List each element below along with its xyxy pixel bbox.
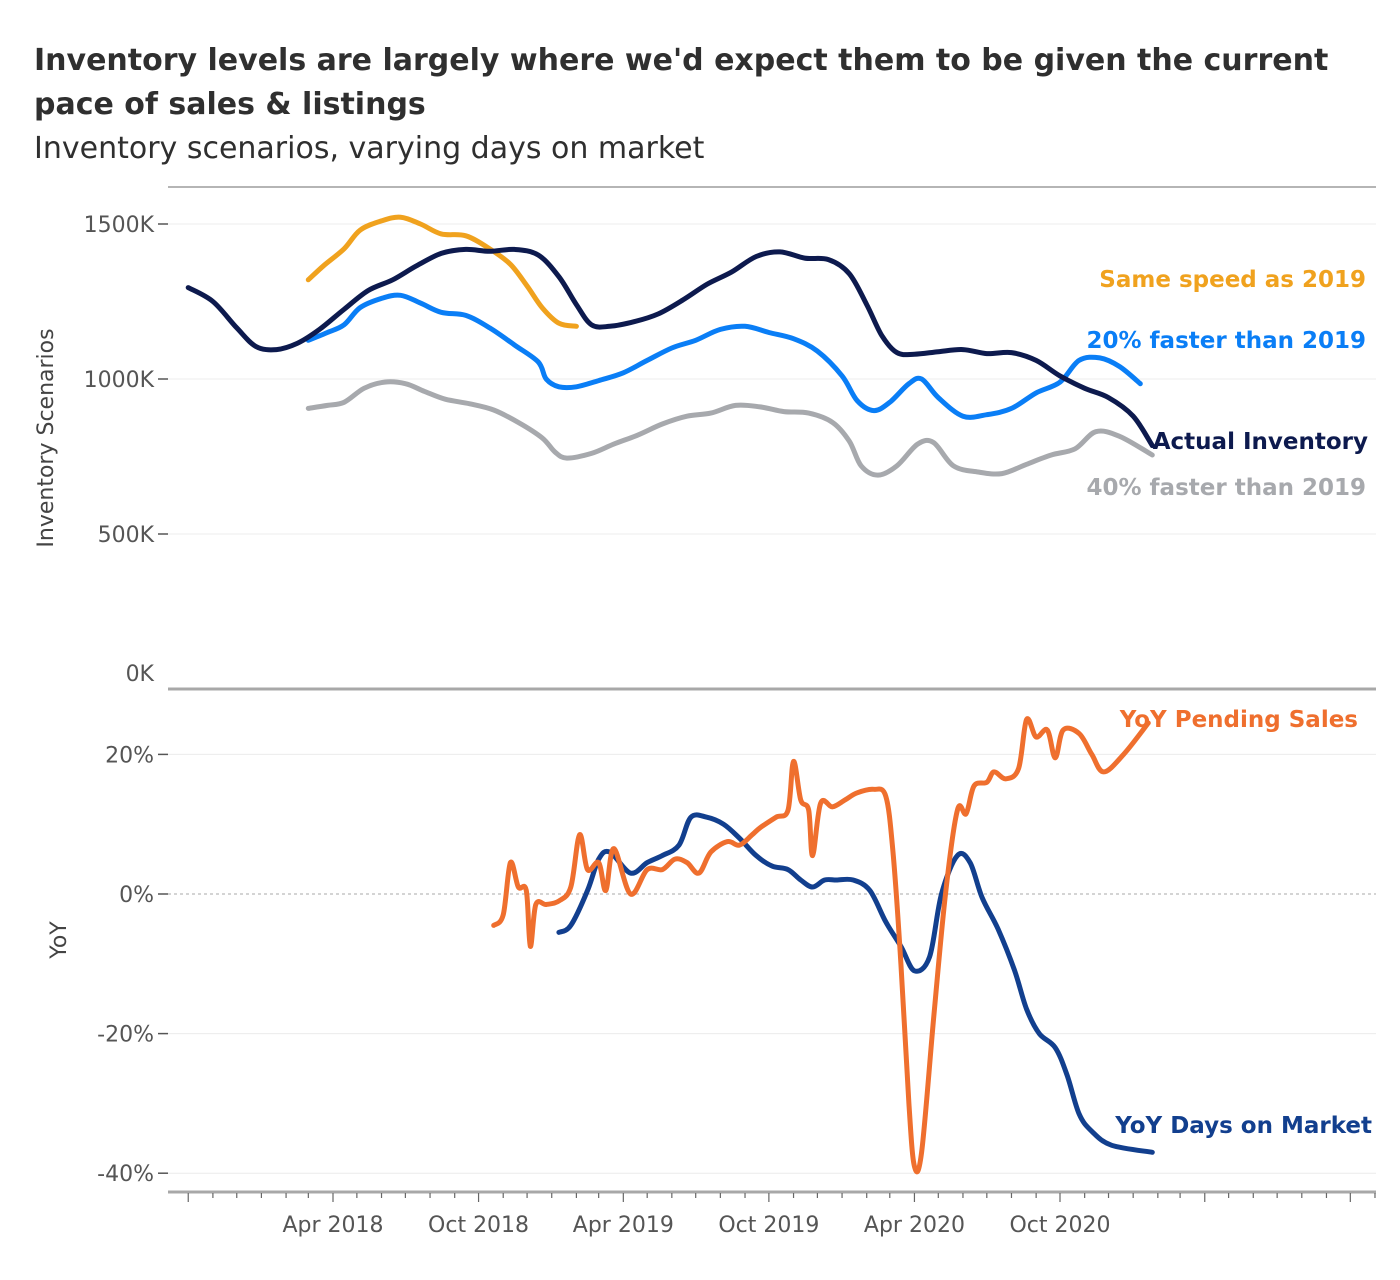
chart-title: Inventory levels are largely where we'd …	[34, 43, 1328, 78]
x-tick-label: Apr 2020	[864, 1213, 965, 1238]
faster-40pct-label: 40% faster than 2019	[1086, 475, 1366, 501]
top-y-tick-label: 1000K	[84, 368, 155, 393]
top-y-tick-label: 0K	[126, 662, 155, 687]
bottom-y-tick-label: 20%	[105, 743, 154, 768]
x-tick-label: Oct 2019	[718, 1213, 819, 1238]
bottom-panel: 20% 0% -20% -40% Apr 2018 Oct 2018 Apr 2019 Oct…	[97, 707, 1376, 1238]
top-y-axis-title: Inventory Scenarios	[34, 328, 59, 547]
top-panel: 0K 500K 1000K 1500K 40% faster than 2019 Same…	[84, 186, 1376, 691]
yoy-days-on-market-label: YoY Days on Market	[1114, 1113, 1372, 1139]
faster-20pct-label: 20% faster than 2019	[1086, 328, 1366, 354]
bottom-y-tick-label: -40%	[97, 1162, 154, 1187]
faster-20pct-line	[305, 292, 1143, 420]
actual-inventory-line	[185, 246, 1155, 449]
faster-40pct-line	[305, 379, 1155, 478]
x-tick-label: Oct 2020	[1009, 1213, 1110, 1238]
top-y-tick-label: 500K	[98, 523, 155, 548]
actual-inventory-label: Actual Inventory	[1153, 429, 1368, 455]
x-tick-label: Apr 2019	[573, 1213, 674, 1238]
same-speed-2019-label: Same speed as 2019	[1099, 267, 1366, 293]
bottom-y-tick-label: 0%	[119, 883, 154, 908]
chart-title-line2: pace of sales & listings	[34, 87, 426, 122]
chart-subtitle: Inventory scenarios, varying days on mar…	[34, 131, 705, 166]
x-tick-label: Apr 2018	[282, 1213, 383, 1238]
bottom-y-axis-title: YoY	[47, 921, 72, 960]
yoy-days-on-market-line	[556, 812, 1155, 1155]
bottom-y-tick-label: -20%	[97, 1023, 154, 1048]
yoy-pending-sales-label: YoY Pending Sales	[1119, 707, 1358, 733]
yoy-pending-sales-line	[491, 716, 1151, 1175]
x-tick-label: Oct 2018	[428, 1213, 529, 1238]
top-y-tick-label: 1500K	[84, 213, 155, 238]
same-speed-2019-line	[305, 214, 579, 329]
